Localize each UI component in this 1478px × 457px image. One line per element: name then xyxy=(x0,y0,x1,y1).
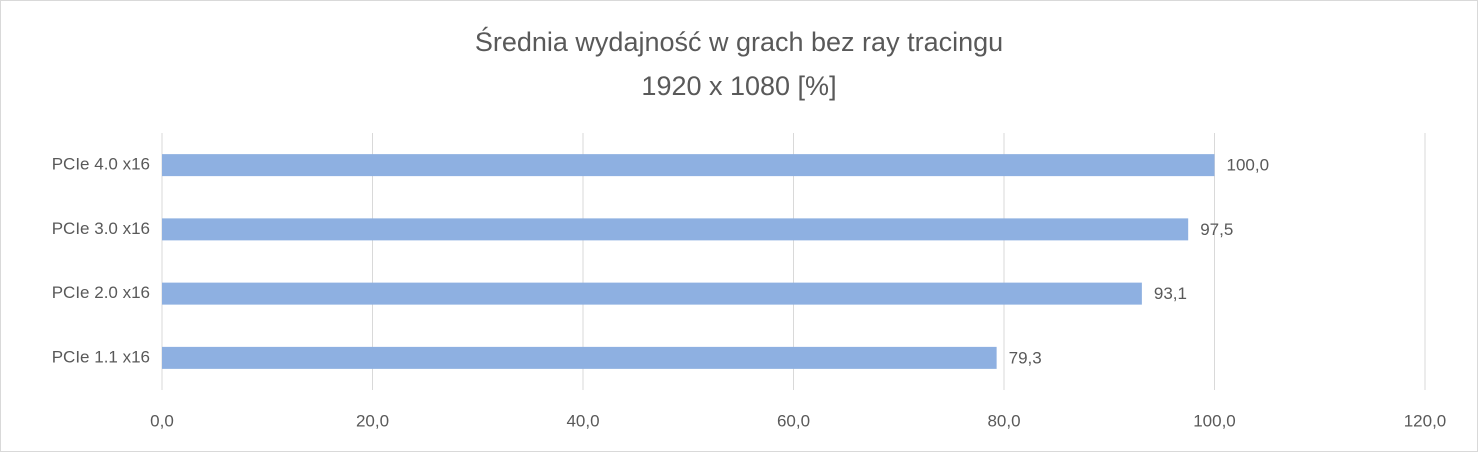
y-tick-label: PCIe 1.1 x16 xyxy=(52,347,150,366)
x-tick-label: 0,0 xyxy=(150,411,174,430)
x-tick-label: 80,0 xyxy=(987,411,1020,430)
x-tick-label: 60,0 xyxy=(777,411,810,430)
bar xyxy=(162,282,1142,305)
x-tick-label: 100,0 xyxy=(1193,411,1236,430)
x-tick-label: 20,0 xyxy=(356,411,389,430)
data-label: 97,5 xyxy=(1200,220,1233,239)
data-label: 79,3 xyxy=(1009,348,1042,367)
y-tick-label: PCIe 3.0 x16 xyxy=(52,219,150,238)
x-tick-label: 120,0 xyxy=(1404,411,1447,430)
y-tick-label: PCIe 2.0 x16 xyxy=(52,283,150,302)
chart-subtitle: 1920 x 1080 [%] xyxy=(641,71,836,101)
data-label: 100,0 xyxy=(1227,156,1270,175)
chart-title: Średnia wydajność w grach bez ray tracin… xyxy=(475,25,1003,57)
data-label: 93,1 xyxy=(1154,284,1187,303)
x-tick-label: 40,0 xyxy=(566,411,599,430)
bar xyxy=(162,218,1189,241)
bar xyxy=(162,154,1215,177)
y-tick-label: PCIe 4.0 x16 xyxy=(52,155,150,174)
bar xyxy=(162,346,997,369)
